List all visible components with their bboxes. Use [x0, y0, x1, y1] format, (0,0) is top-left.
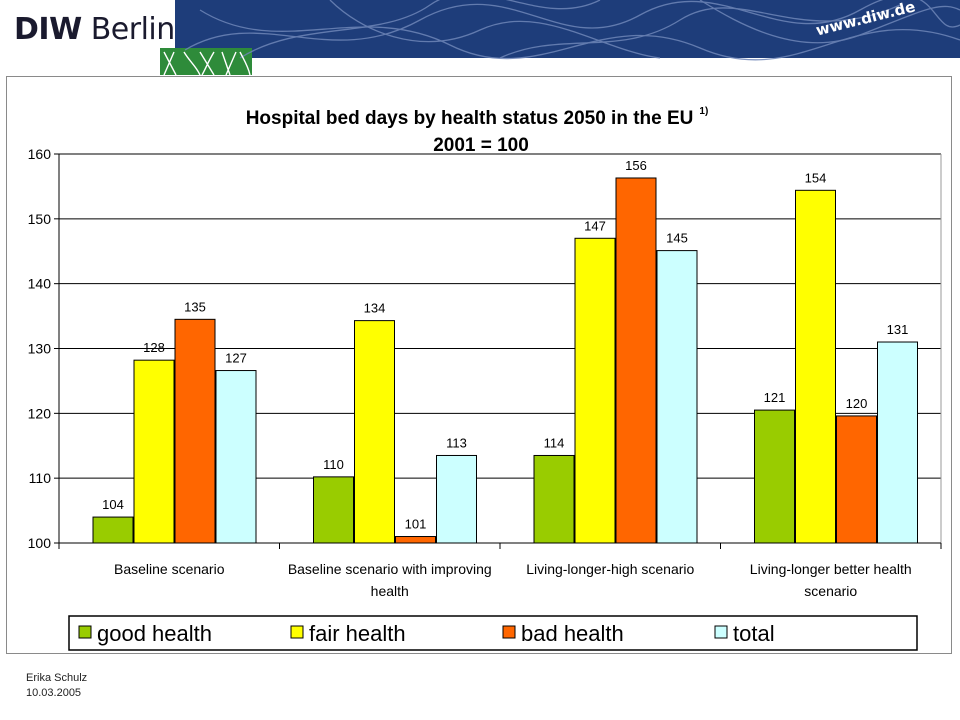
header-banner: DIW Berlin www.diw.de: [0, 0, 960, 75]
category-label: Living-longer-high scenario: [526, 561, 694, 577]
bar-bad-health: [616, 178, 656, 543]
data-label: 147: [584, 218, 606, 233]
diw-logo: DIW Berlin: [14, 12, 175, 47]
presentation-date: 10.03.2005: [26, 686, 87, 701]
data-label: 154: [805, 170, 827, 185]
legend-label: total: [733, 621, 775, 646]
data-label: 135: [184, 299, 206, 314]
author-name: Erika Schulz: [26, 671, 87, 686]
y-tick-label: 140: [28, 276, 52, 292]
bar-good-health: [755, 410, 795, 543]
legend-label: good health: [97, 621, 212, 646]
chart-frame: Hospital bed days by health status 2050 …: [6, 76, 952, 654]
y-tick-label: 130: [28, 341, 52, 357]
bar-bad-health: [175, 319, 215, 543]
data-label: 110: [323, 457, 344, 472]
data-label: 131: [887, 322, 909, 337]
data-label: 113: [446, 435, 467, 450]
chart-subtitle: 2001 = 100: [433, 135, 529, 156]
legend-swatch: [291, 626, 303, 638]
y-tick-label: 150: [28, 211, 52, 227]
bar-fair-health: [355, 321, 395, 543]
bar-fair-health: [134, 360, 174, 543]
data-label: 127: [225, 351, 247, 366]
y-tick-label: 160: [28, 146, 52, 162]
bar-good-health: [314, 477, 354, 543]
bar-good-health: [534, 455, 574, 543]
category-label: Living-longer better health: [750, 561, 912, 577]
bar-total: [437, 455, 477, 543]
data-label: 128: [143, 340, 165, 355]
category-label: Baseline scenario with improving: [288, 561, 492, 577]
category-label: Baseline scenario: [114, 561, 225, 577]
legend-label: bad health: [521, 621, 624, 646]
bar-total: [216, 371, 256, 543]
data-label: 156: [625, 158, 647, 173]
data-label: 114: [544, 435, 565, 450]
y-tick-label: 100: [28, 535, 52, 551]
footer: Erika Schulz 10.03.2005: [26, 671, 87, 701]
bar-fair-health: [796, 190, 836, 543]
y-tick-label: 110: [29, 470, 52, 486]
legend-label: fair health: [309, 621, 406, 646]
bar-fair-health: [575, 238, 615, 543]
y-tick-label: 120: [28, 405, 52, 421]
data-label: 120: [846, 396, 868, 411]
data-label: 145: [666, 231, 688, 246]
category-label: scenario: [804, 583, 857, 599]
data-label: 121: [764, 390, 786, 405]
bar-total: [878, 342, 918, 543]
legend-swatch: [503, 626, 515, 638]
legend-swatch: [715, 626, 727, 638]
bar-bad-health: [396, 537, 436, 543]
legend-swatch: [79, 626, 91, 638]
bar-total: [657, 251, 697, 543]
bar-good-health: [93, 517, 133, 543]
category-label: health: [371, 583, 409, 599]
bar-chart: Hospital bed days by health status 2050 …: [7, 77, 951, 653]
bar-bad-health: [837, 416, 877, 543]
chart-title: Hospital bed days by health status 2050 …: [246, 106, 709, 129]
data-label: 101: [405, 517, 427, 532]
data-label: 104: [102, 497, 124, 512]
data-label: 134: [364, 301, 386, 316]
